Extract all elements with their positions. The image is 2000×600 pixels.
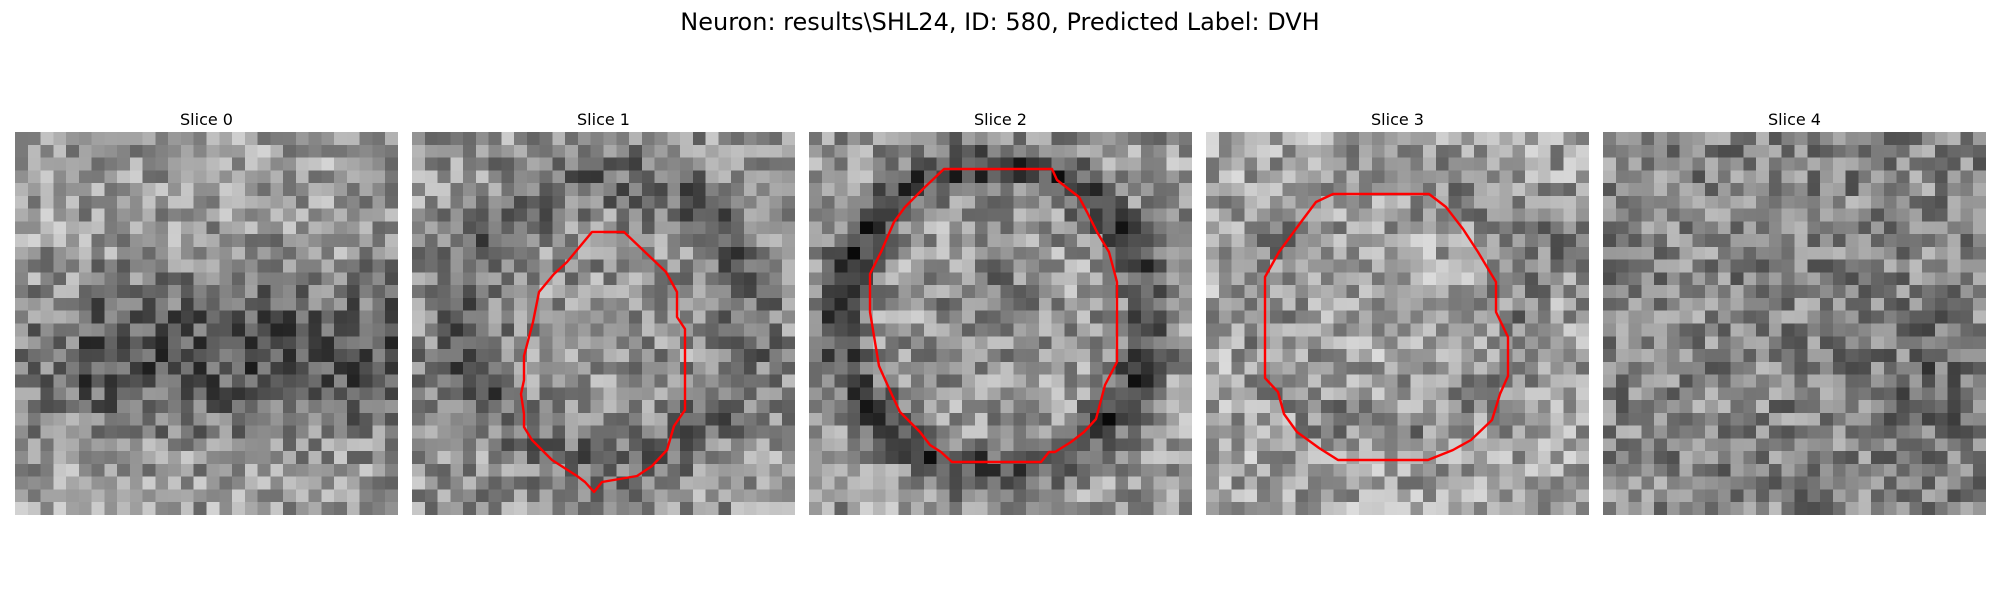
- slice-title: Slice 0: [180, 110, 233, 129]
- slice-panel-1: Slice 1: [412, 108, 795, 515]
- slice-title: Slice 3: [1371, 110, 1424, 129]
- slice-image: [1603, 132, 1986, 515]
- slice-panel-4: Slice 4: [1603, 108, 1986, 515]
- slice-panel-0: Slice 0: [15, 108, 398, 515]
- slice-image: [1206, 132, 1589, 515]
- slice-title: Slice 4: [1768, 110, 1821, 129]
- figure-title: Neuron: results\SHL24, ID: 580, Predicte…: [680, 8, 1320, 36]
- slice-title: Slice 2: [974, 110, 1027, 129]
- slice-image: [15, 132, 398, 515]
- slice-image: [412, 132, 795, 515]
- slice-title: Slice 1: [577, 110, 630, 129]
- slice-image: [809, 132, 1192, 515]
- slice-panel-2: Slice 2: [809, 108, 1192, 515]
- slice-panel-3: Slice 3: [1206, 108, 1589, 515]
